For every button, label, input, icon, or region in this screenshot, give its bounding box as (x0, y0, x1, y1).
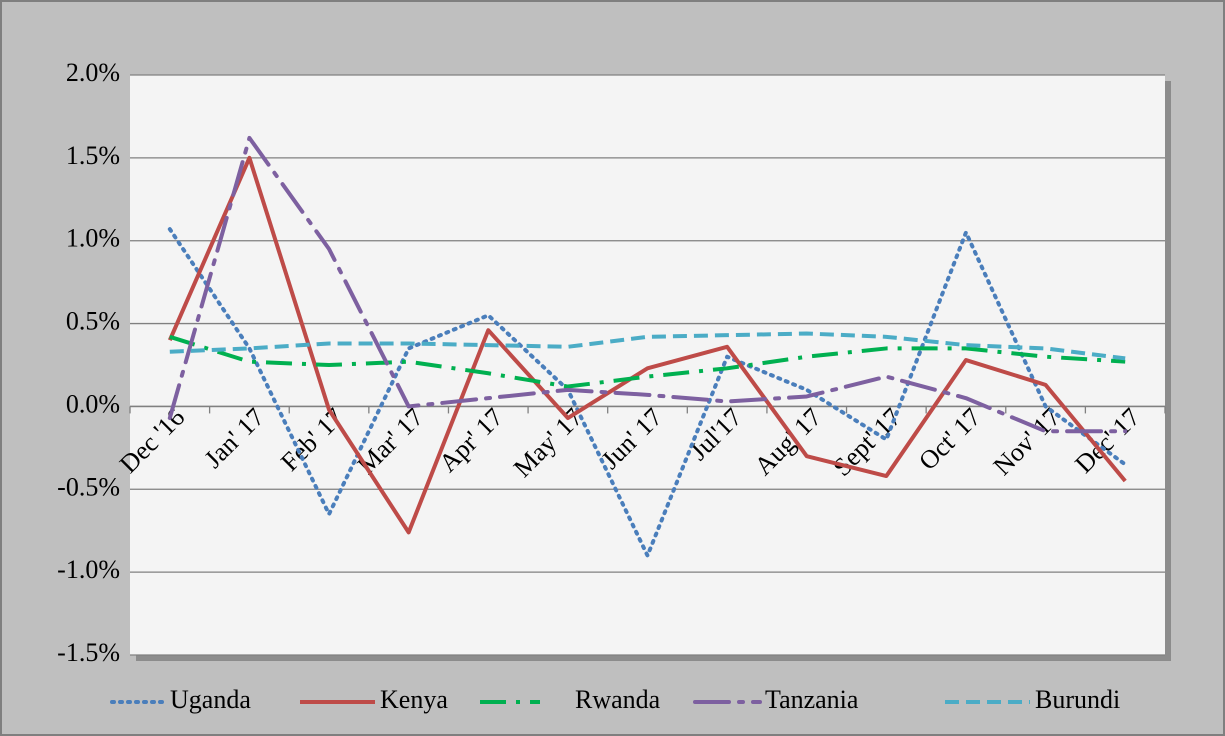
series-line (169, 331, 1126, 361)
legend-label: Rwanda (575, 685, 661, 714)
y-tick-label: 0.5% (66, 307, 120, 336)
y-tick-label: 1.0% (66, 224, 120, 253)
series-line (167, 135, 1128, 434)
legend-label: Kenya (380, 685, 448, 714)
y-tick-label: -0.5% (57, 472, 120, 501)
series-line (167, 155, 1127, 535)
y-tick-label: 1.5% (66, 141, 120, 170)
y-tick-label: 0.0% (66, 389, 120, 418)
legend-label: Tanzania (765, 685, 859, 714)
series-line (169, 334, 1126, 389)
y-tick-label: -1.0% (57, 555, 120, 584)
series-line (167, 227, 1128, 558)
y-tick-label: -1.5% (57, 638, 120, 667)
legend-label: Burundi (1035, 685, 1120, 714)
legend-label: Uganda (170, 685, 251, 714)
y-tick-label: 2.0% (66, 58, 120, 87)
